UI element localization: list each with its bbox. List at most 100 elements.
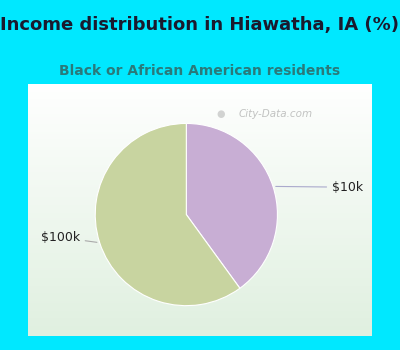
Bar xyxy=(28,182,372,185)
Bar xyxy=(28,134,372,137)
Bar xyxy=(28,210,372,212)
Bar xyxy=(28,318,372,321)
Bar xyxy=(28,212,372,215)
Bar xyxy=(28,164,372,167)
Bar xyxy=(28,205,372,208)
Bar xyxy=(28,152,372,155)
Text: $10k: $10k xyxy=(276,181,363,194)
Bar xyxy=(28,260,372,263)
Bar xyxy=(28,301,372,303)
Bar xyxy=(28,99,372,102)
Bar xyxy=(28,220,372,223)
Bar xyxy=(28,290,372,293)
Text: Black or African American residents: Black or African American residents xyxy=(60,64,340,78)
Bar xyxy=(28,190,372,193)
Bar xyxy=(28,271,372,273)
Bar xyxy=(28,263,372,265)
Wedge shape xyxy=(95,124,240,306)
Bar xyxy=(28,308,372,311)
Bar xyxy=(28,235,372,238)
Bar xyxy=(28,303,372,306)
Bar xyxy=(28,331,372,334)
Text: Income distribution in Hiawatha, IA (%): Income distribution in Hiawatha, IA (%) xyxy=(0,16,400,35)
Bar xyxy=(28,208,372,210)
Bar xyxy=(28,127,372,130)
Bar xyxy=(28,233,372,235)
Bar xyxy=(28,243,372,245)
Bar xyxy=(28,147,372,149)
Bar xyxy=(28,114,372,117)
Bar xyxy=(28,223,372,225)
Bar xyxy=(28,281,372,283)
Bar xyxy=(28,197,372,200)
Bar xyxy=(28,225,372,228)
Bar xyxy=(28,170,372,172)
Bar xyxy=(28,124,372,127)
Bar xyxy=(28,195,372,197)
Bar xyxy=(28,122,372,124)
Bar xyxy=(28,250,372,253)
Bar xyxy=(28,94,372,97)
Bar xyxy=(28,180,372,182)
Bar xyxy=(28,104,372,107)
Bar xyxy=(28,275,372,278)
Bar xyxy=(28,306,372,308)
Bar xyxy=(28,326,372,328)
Bar xyxy=(28,273,372,275)
Bar xyxy=(28,89,372,92)
Bar xyxy=(28,218,372,220)
Bar xyxy=(28,137,372,139)
Bar xyxy=(28,265,372,268)
Bar xyxy=(28,162,372,164)
Bar xyxy=(28,283,372,286)
Bar xyxy=(28,130,372,132)
Bar xyxy=(28,258,372,260)
Bar xyxy=(28,316,372,318)
Bar xyxy=(28,109,372,112)
Bar xyxy=(28,321,372,323)
Bar xyxy=(28,193,372,195)
Bar xyxy=(28,268,372,271)
Bar xyxy=(28,328,372,331)
Wedge shape xyxy=(186,124,278,288)
Bar xyxy=(28,202,372,205)
Bar xyxy=(28,167,372,170)
Bar xyxy=(28,293,372,296)
Bar xyxy=(28,228,372,230)
Bar xyxy=(28,139,372,142)
Text: ●: ● xyxy=(216,109,225,119)
Bar xyxy=(28,296,372,298)
Bar xyxy=(28,311,372,313)
Bar xyxy=(28,253,372,256)
Bar xyxy=(28,187,372,190)
Bar xyxy=(28,215,372,218)
Bar xyxy=(28,175,372,177)
Bar xyxy=(28,112,372,114)
Bar xyxy=(28,334,372,336)
Bar xyxy=(28,240,372,243)
Bar xyxy=(28,107,372,109)
Bar xyxy=(28,313,372,316)
Bar xyxy=(28,97,372,99)
Bar xyxy=(28,145,372,147)
Text: City-Data.com: City-Data.com xyxy=(239,109,313,119)
Bar xyxy=(28,248,372,250)
Bar xyxy=(28,102,372,104)
Bar xyxy=(28,172,372,175)
Bar xyxy=(28,256,372,258)
Bar xyxy=(28,323,372,326)
Bar xyxy=(28,157,372,160)
Bar xyxy=(28,84,372,86)
Bar xyxy=(28,286,372,288)
Bar xyxy=(28,92,372,94)
Bar xyxy=(28,278,372,281)
Bar xyxy=(28,288,372,290)
Bar xyxy=(28,160,372,162)
Bar xyxy=(28,132,372,134)
Bar xyxy=(28,177,372,180)
Text: $100k: $100k xyxy=(40,231,97,244)
Bar xyxy=(28,238,372,240)
Bar xyxy=(28,149,372,152)
Bar xyxy=(28,230,372,233)
Bar xyxy=(28,298,372,301)
